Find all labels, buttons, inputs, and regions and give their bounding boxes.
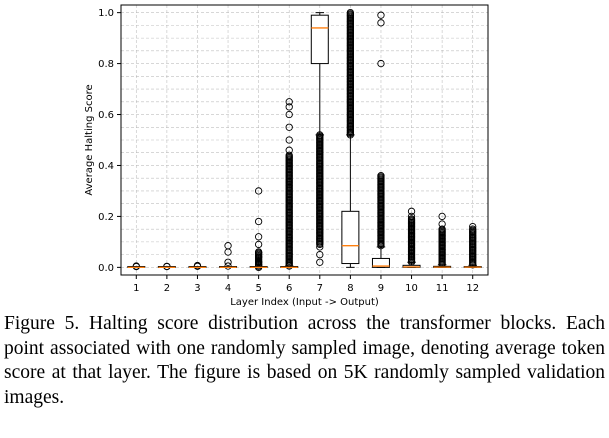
x-tick-label: 7 [317, 283, 323, 294]
box-layer-6 [280, 98, 299, 270]
x-axis-label: Layer Index (Input -> Output) [230, 297, 379, 308]
axes: 0.00.20.40.60.81.01 2 3 4 5 6 7 8 9 10 11 12 [98, 8, 479, 294]
outlier-point [316, 250, 324, 259]
outlier-point [316, 243, 324, 251]
x-tick-label: 12 [466, 283, 479, 294]
y-tick-label: 0.0 [98, 263, 114, 274]
plot-frame [120, 4, 489, 276]
box-layer [127, 8, 482, 272]
x-tick-label: 4 [225, 283, 231, 294]
outlier-point [254, 240, 263, 249]
outlier-point [254, 187, 263, 195]
x-tick-label: 9 [378, 283, 384, 294]
box-layer-4 [219, 242, 238, 270]
outlier-point [254, 258, 263, 266]
halting-score-boxplot: 0.00.20.40.60.81.01 2 3 4 5 6 7 8 9 10 11 12 Layer … [84, 4, 489, 308]
y-tick-label: 1.0 [98, 8, 114, 19]
x-tick-label: 1 [133, 283, 139, 294]
outlier-point [224, 258, 232, 266]
box-layer-1 [127, 262, 146, 271]
outlier-point [469, 222, 477, 231]
box-layer-10 [402, 207, 421, 268]
box-layer-9 [371, 11, 390, 268]
figure-caption: Figure 5. Halting score distribution acr… [4, 313, 605, 408]
x-tick-label: 6 [286, 283, 292, 294]
outlier-point [254, 248, 263, 256]
x-tick-label: 3 [194, 283, 200, 294]
outlier-point [254, 233, 263, 241]
box-layer-2 [157, 262, 176, 271]
box-layer-12 [463, 222, 482, 269]
y-tick-label: 0.6 [98, 110, 114, 121]
iqr-box [341, 210, 360, 265]
outlier-point [377, 59, 385, 68]
outlier-point [438, 212, 446, 221]
box-layer-5 [249, 187, 268, 272]
outlier-point [407, 207, 416, 215]
box-layer-8 [341, 8, 360, 268]
outlier-point [254, 261, 263, 269]
x-tick-label: 8 [347, 283, 353, 294]
x-tick-label: 10 [405, 283, 418, 294]
outlier-point [285, 110, 293, 119]
outlier-point [285, 136, 293, 144]
outlier-point [407, 212, 416, 221]
x-tick-label: 11 [436, 283, 449, 294]
outlier-point [193, 261, 202, 270]
outlier-point [438, 220, 446, 228]
outlier-point [254, 253, 263, 261]
box-layer-3 [188, 261, 207, 270]
x-tick-label: 5 [255, 283, 261, 294]
x-tick-label: 2 [164, 283, 170, 294]
outlier-point [285, 146, 293, 154]
y-tick-label: 0.4 [98, 161, 114, 172]
y-tick-label: 0.2 [98, 212, 114, 223]
outlier-point [469, 261, 477, 269]
box-layer-7 [310, 12, 329, 266]
outlier-point [377, 11, 385, 19]
y-axis-label: Average Halting Score [84, 84, 95, 195]
iqr-box [371, 257, 390, 268]
outlier-point [224, 242, 232, 250]
outlier-point [285, 103, 293, 111]
grid-lines [121, 5, 488, 275]
outlier-point [285, 123, 293, 131]
outlier-point [254, 217, 263, 226]
iqr-box [310, 14, 329, 65]
outlier-point [316, 258, 324, 266]
outlier-point [285, 98, 293, 106]
box-layer-11 [433, 212, 452, 268]
outlier-point [316, 240, 324, 249]
y-tick-label: 0.8 [98, 59, 114, 70]
outlier-point [377, 19, 385, 27]
